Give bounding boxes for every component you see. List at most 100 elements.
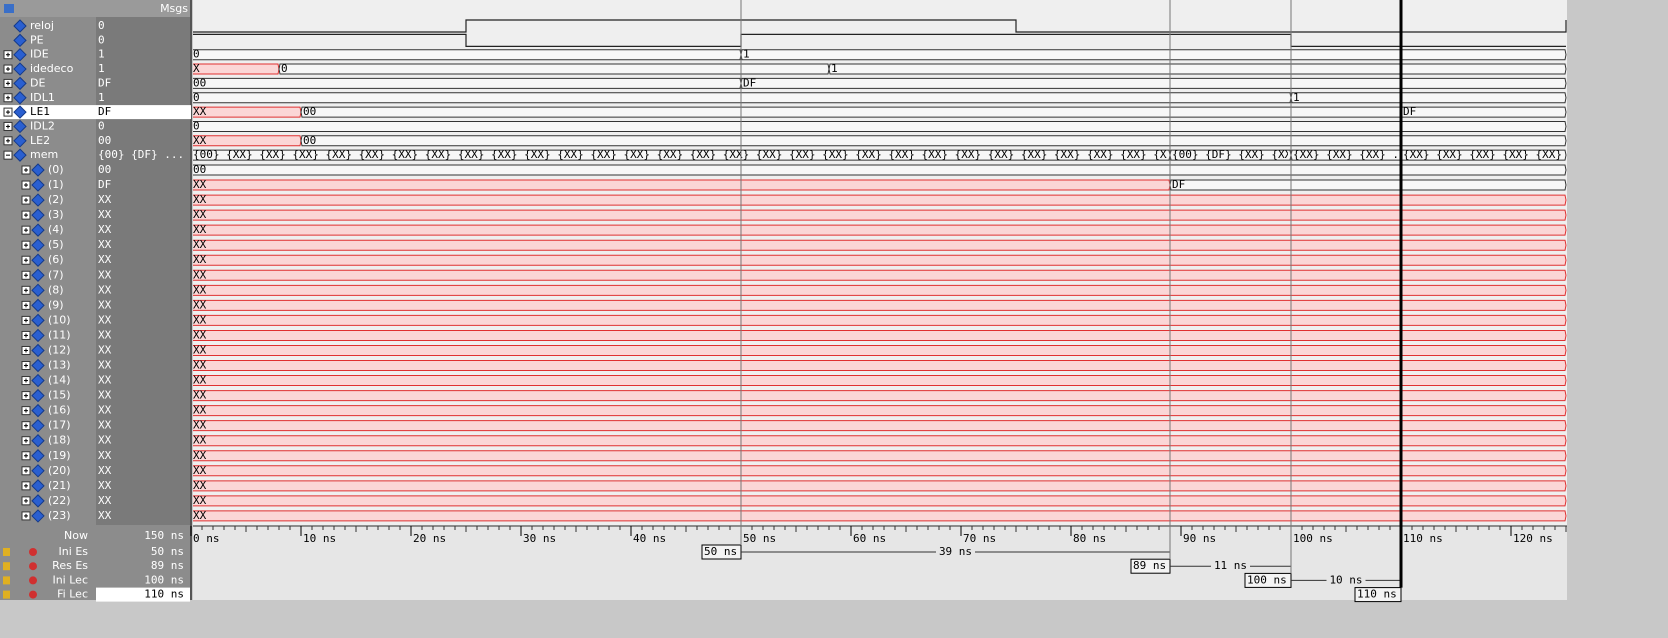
cursor-delete-icon[interactable] [29, 548, 37, 556]
signal-value: 0 [98, 33, 105, 46]
signal-name: (8) [48, 283, 64, 296]
cursor-box[interactable] [1354, 587, 1402, 603]
bus-value: XX [193, 223, 207, 236]
cursor-lock-icon[interactable] [3, 562, 10, 571]
signal-value: XX [98, 494, 112, 507]
signal-value: 1 [98, 48, 105, 61]
signal-name: (16) [48, 404, 71, 417]
cursor-delete-icon[interactable] [29, 562, 37, 571]
bus-segment [193, 510, 1567, 522]
signal-value: 0 [98, 119, 105, 132]
cursor-delete-icon[interactable] [29, 590, 37, 599]
signal-list: reloj 0 PE 0 IDE 1 idedeco 1 DE DF IDL1 1 LE1 DF IDL2 0… [0, 19, 191, 523]
bus-segment [193, 299, 1567, 311]
bus-value: XX [193, 268, 207, 281]
bus-value: DF [1172, 178, 1185, 191]
bus-value: XX [193, 238, 207, 251]
bus-value: 1 [831, 62, 838, 75]
bus-segment [193, 106, 302, 118]
signal-name: LE2 [30, 134, 50, 147]
bus-value: 00 [193, 76, 206, 89]
signal-name: (9) [48, 298, 64, 311]
timeline-label: 70 ns [963, 532, 996, 545]
signal-value: XX [98, 208, 112, 221]
signal-value: XX [98, 223, 112, 236]
signal-value: 00 [98, 134, 111, 147]
signal-name: (1) [48, 178, 64, 191]
bus-segment [193, 375, 1567, 387]
bus-segment [740, 49, 1567, 61]
cursor-name: Ini Lec [52, 573, 88, 586]
signal-value: XX [98, 359, 112, 372]
cursor-value: 100 ns [144, 573, 184, 586]
signal-name: (15) [48, 389, 71, 402]
bus-value: {XX} {XX} {XX} {XX} {XX} ... [1403, 148, 1588, 161]
signal-icon [31, 298, 45, 313]
cursor-lock-icon[interactable] [3, 590, 10, 599]
bus-segment [1290, 92, 1567, 104]
bus-segment [193, 77, 742, 89]
signal-icon [13, 134, 27, 148]
signal-name: reloj [30, 19, 54, 32]
signal-icon [13, 105, 27, 119]
signal-icon [31, 223, 45, 237]
header [0, 0, 191, 17]
selected-row [0, 105, 191, 120]
signal-value: XX [98, 419, 112, 432]
bus-segment [193, 135, 302, 147]
bus-segment [193, 420, 1567, 432]
signal-value: XX [98, 313, 112, 326]
cursor-name: Fi Lec [57, 588, 88, 601]
signal-icon [31, 193, 45, 207]
signal-value: XX [98, 253, 112, 266]
signal-name: IDL2 [30, 119, 55, 132]
bus-segment [193, 269, 1567, 281]
signal-name: (10) [48, 313, 71, 326]
bus-value: 00 [303, 134, 316, 147]
bus-segment [1400, 106, 1567, 118]
signal-name: idedeco [30, 62, 74, 75]
signal-name: mem [30, 148, 58, 161]
signal-icon [31, 208, 45, 222]
signal-value: DF [98, 105, 111, 118]
toolbar-icon[interactable] [4, 4, 14, 13]
bus-segment [278, 63, 830, 75]
bus-segment [193, 390, 1567, 402]
cursor-name: Ini Es [59, 545, 89, 558]
bus-segment [193, 480, 1567, 492]
cursor-lock-icon[interactable] [3, 548, 10, 556]
cursor-delete-icon[interactable] [29, 576, 37, 585]
bus-segment [193, 314, 1567, 326]
signal-value: XX [98, 449, 112, 462]
bus-value: XX [193, 389, 207, 402]
signal-value: {00} {DF} ... [98, 148, 184, 161]
signal-value: XX [98, 434, 112, 447]
timeline-label: 10 ns [303, 532, 336, 545]
bus-value: {XX} {XX} {XX} ... [1293, 148, 1412, 161]
signal-value: XX [98, 328, 112, 341]
cursor-value: 89 ns [151, 559, 184, 572]
timeline-label: 110 ns [1403, 532, 1443, 545]
cursor-box-label: 110 ns [1357, 588, 1397, 601]
signal-name: (7) [48, 268, 64, 281]
bus-value: 00 [193, 163, 206, 176]
bus-value: 0 [193, 119, 200, 132]
signal-name: (5) [48, 238, 64, 251]
cursor-lock-icon[interactable] [3, 576, 10, 585]
signal-value: XX [98, 509, 112, 522]
signal-value: 1 [98, 62, 105, 75]
cursor-delta-bg [936, 546, 975, 558]
bus-segment [193, 179, 1171, 191]
signal-icon [31, 418, 45, 433]
signal-icon [31, 313, 45, 328]
signal-name: (23) [48, 509, 71, 522]
signal-icon [31, 373, 45, 388]
bus-value: XX [193, 494, 207, 507]
signal-name: PE [30, 33, 44, 46]
signal-icon [31, 479, 45, 493]
timeline-label: 120 ns [1513, 532, 1553, 545]
signal-icon [13, 91, 27, 105]
signal-value: DF [98, 178, 111, 191]
signal-value: XX [98, 193, 112, 206]
signal-icon [31, 509, 45, 523]
